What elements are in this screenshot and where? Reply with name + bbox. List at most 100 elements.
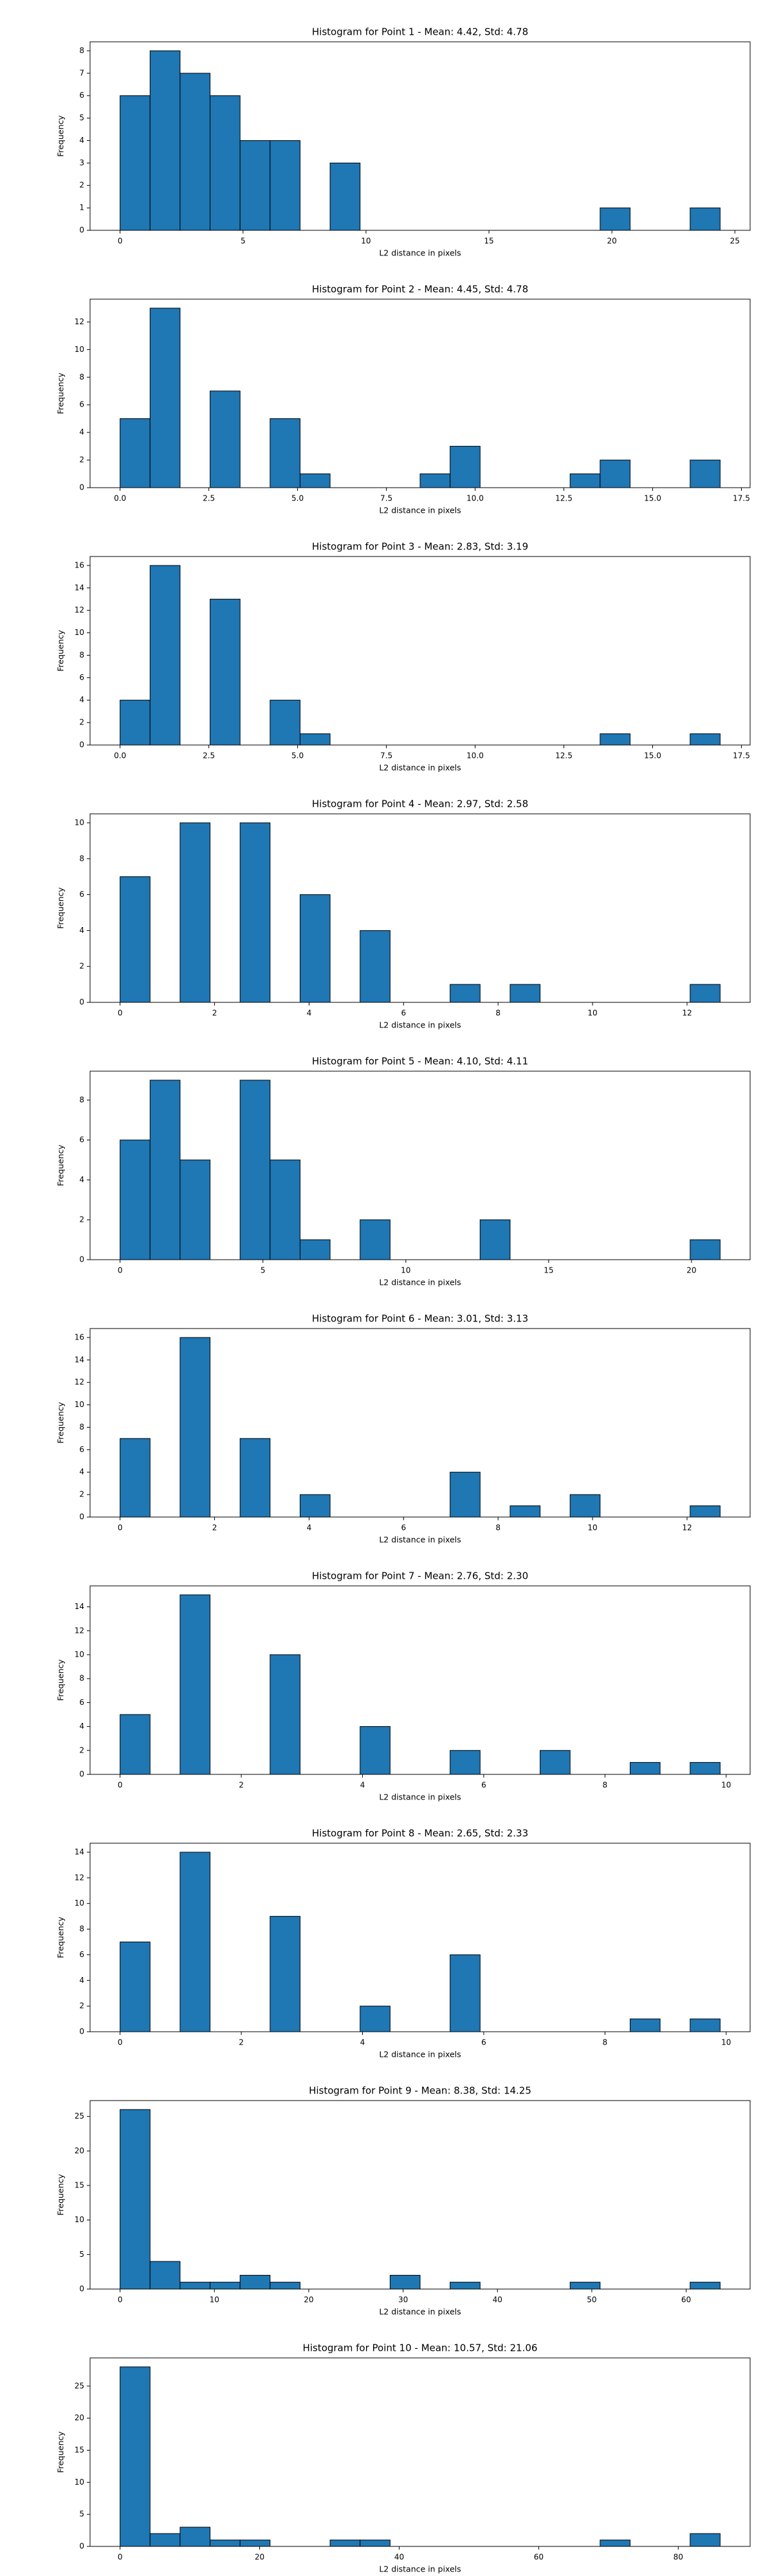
histogram-bar — [239, 1080, 271, 1260]
x-tick-label: 12 — [682, 1523, 692, 1532]
y-tick-label: 6 — [79, 1950, 84, 1959]
x-tick-label: 4 — [307, 1009, 312, 1018]
x-tick-label: 0 — [118, 2553, 123, 2562]
histogram-bar — [690, 1239, 721, 1260]
x-tick-label: 5 — [241, 237, 246, 246]
histogram-bar — [299, 733, 331, 746]
y-tick-label: 14 — [75, 1355, 84, 1364]
chart-title: Histogram for Point 1 - Mean: 4.42, Std:… — [312, 26, 528, 38]
y-tick-label: 4 — [79, 1467, 84, 1477]
histogram-bar — [149, 2533, 181, 2547]
histogram-bar — [690, 2533, 721, 2547]
y-tick-label: 0 — [79, 2542, 84, 2551]
histogram-bar — [510, 984, 541, 1003]
histogram-bar — [690, 459, 721, 488]
x-tick-label: 4 — [360, 2038, 365, 2047]
histogram-bar — [690, 2281, 721, 2290]
histogram-bar — [329, 162, 361, 231]
x-axis-label: L2 distance in pixels — [379, 248, 461, 258]
histogram-bar — [450, 1750, 481, 1775]
y-tick-label: 5 — [79, 2250, 84, 2259]
y-tick-label: 6 — [79, 890, 84, 899]
y-tick-label: 4 — [79, 1976, 84, 1985]
y-tick-label: 2 — [79, 1490, 84, 1499]
y-tick-label: 14 — [75, 1847, 84, 1856]
x-tick-label: 6 — [481, 2038, 486, 2047]
histogram-bar — [510, 1505, 541, 1518]
histogram-bar — [149, 1080, 181, 1260]
histogram-bar — [179, 1337, 211, 1518]
histogram-bar — [239, 822, 271, 1003]
histogram-bar — [179, 2526, 211, 2547]
y-tick-label: 4 — [79, 1722, 84, 1731]
chart-title: Histogram for Point 7 - Mean: 2.76, Std:… — [312, 1570, 528, 1582]
y-tick-label: 4 — [79, 695, 84, 704]
y-tick-label: 4 — [79, 136, 84, 145]
histogram-bar — [120, 1714, 151, 1775]
y-tick-label: 10 — [75, 1899, 84, 1908]
y-tick-label: 8 — [79, 1924, 84, 1933]
y-tick-label: 25 — [75, 2111, 84, 2121]
y-tick-label: 2 — [79, 718, 84, 727]
x-tick-label: 8 — [603, 1781, 608, 1790]
x-tick-label: 10 — [361, 237, 371, 246]
x-tick-label: 25 — [730, 237, 740, 246]
y-tick-label: 10 — [75, 2478, 84, 2487]
x-tick-label: 0 — [118, 1781, 123, 1790]
x-tick-label: 20 — [304, 2295, 313, 2305]
y-tick-label: 10 — [75, 1650, 84, 1659]
y-axis-label: Frequency — [56, 1402, 66, 1444]
chart-title: Histogram for Point 5 - Mean: 4.10, Std:… — [312, 1056, 528, 1067]
histogram-bar — [690, 207, 721, 231]
x-tick-label: 10 — [721, 2038, 731, 2047]
histogram-bar — [270, 2281, 300, 2290]
y-tick-label: 0 — [79, 1513, 84, 1522]
histogram-bar — [690, 2018, 721, 2032]
y-tick-label: 0 — [79, 1770, 84, 1779]
histogram-bar — [149, 50, 181, 231]
histogram-bar — [389, 2275, 421, 2290]
x-tick-label: 2.5 — [203, 494, 215, 503]
x-tick-label: 0 — [118, 1523, 123, 1532]
axes-frame — [89, 1585, 751, 1775]
histogram-bar — [299, 1239, 331, 1260]
x-axis-label: L2 distance in pixels — [379, 2564, 461, 2574]
y-tick-label: 10 — [75, 818, 84, 827]
y-tick-label: 8 — [79, 46, 84, 55]
histogram-bar — [540, 1750, 571, 1775]
histogram-bar — [690, 733, 721, 746]
histogram-bar — [239, 2539, 271, 2547]
histogram-bar — [120, 418, 151, 488]
x-tick-label: 20 — [255, 2553, 264, 2562]
x-tick-label: 15 — [544, 1266, 553, 1275]
histogram-bar — [600, 207, 630, 231]
y-tick-label: 8 — [79, 373, 84, 382]
x-tick-label: 15.0 — [644, 751, 661, 760]
histogram-bar — [239, 1438, 271, 1518]
y-tick-label: 14 — [75, 1602, 84, 1611]
histogram-bar — [569, 2281, 601, 2290]
x-tick-label: 80 — [674, 2553, 683, 2562]
y-tick-label: 12 — [75, 1626, 84, 1635]
x-tick-label: 0 — [118, 1009, 123, 1018]
x-axis-label: L2 distance in pixels — [379, 1020, 461, 1030]
histogram-bar — [149, 2261, 181, 2290]
x-tick-label: 17.5 — [733, 751, 750, 760]
chart-title: Histogram for Point 2 - Mean: 4.45, Std:… — [312, 284, 528, 295]
histogram-bar — [270, 1916, 300, 2032]
x-tick-label: 2 — [212, 1009, 217, 1018]
y-tick-label: 8 — [79, 650, 84, 659]
y-tick-label: 2 — [79, 1215, 84, 1224]
axes-frame — [89, 2100, 751, 2290]
histogram-bar — [179, 1594, 211, 1775]
histogram-bar — [149, 308, 181, 488]
chart-title: Histogram for Point 3 - Mean: 2.83, Std:… — [312, 541, 528, 553]
histogram-bar — [690, 984, 721, 1003]
x-tick-label: 4 — [307, 1523, 312, 1532]
histogram-bar — [360, 1219, 391, 1260]
y-tick-label: 0 — [79, 226, 84, 235]
y-tick-label: 2 — [79, 455, 84, 465]
y-tick-label: 16 — [75, 560, 84, 569]
x-tick-label: 40 — [394, 2553, 404, 2562]
